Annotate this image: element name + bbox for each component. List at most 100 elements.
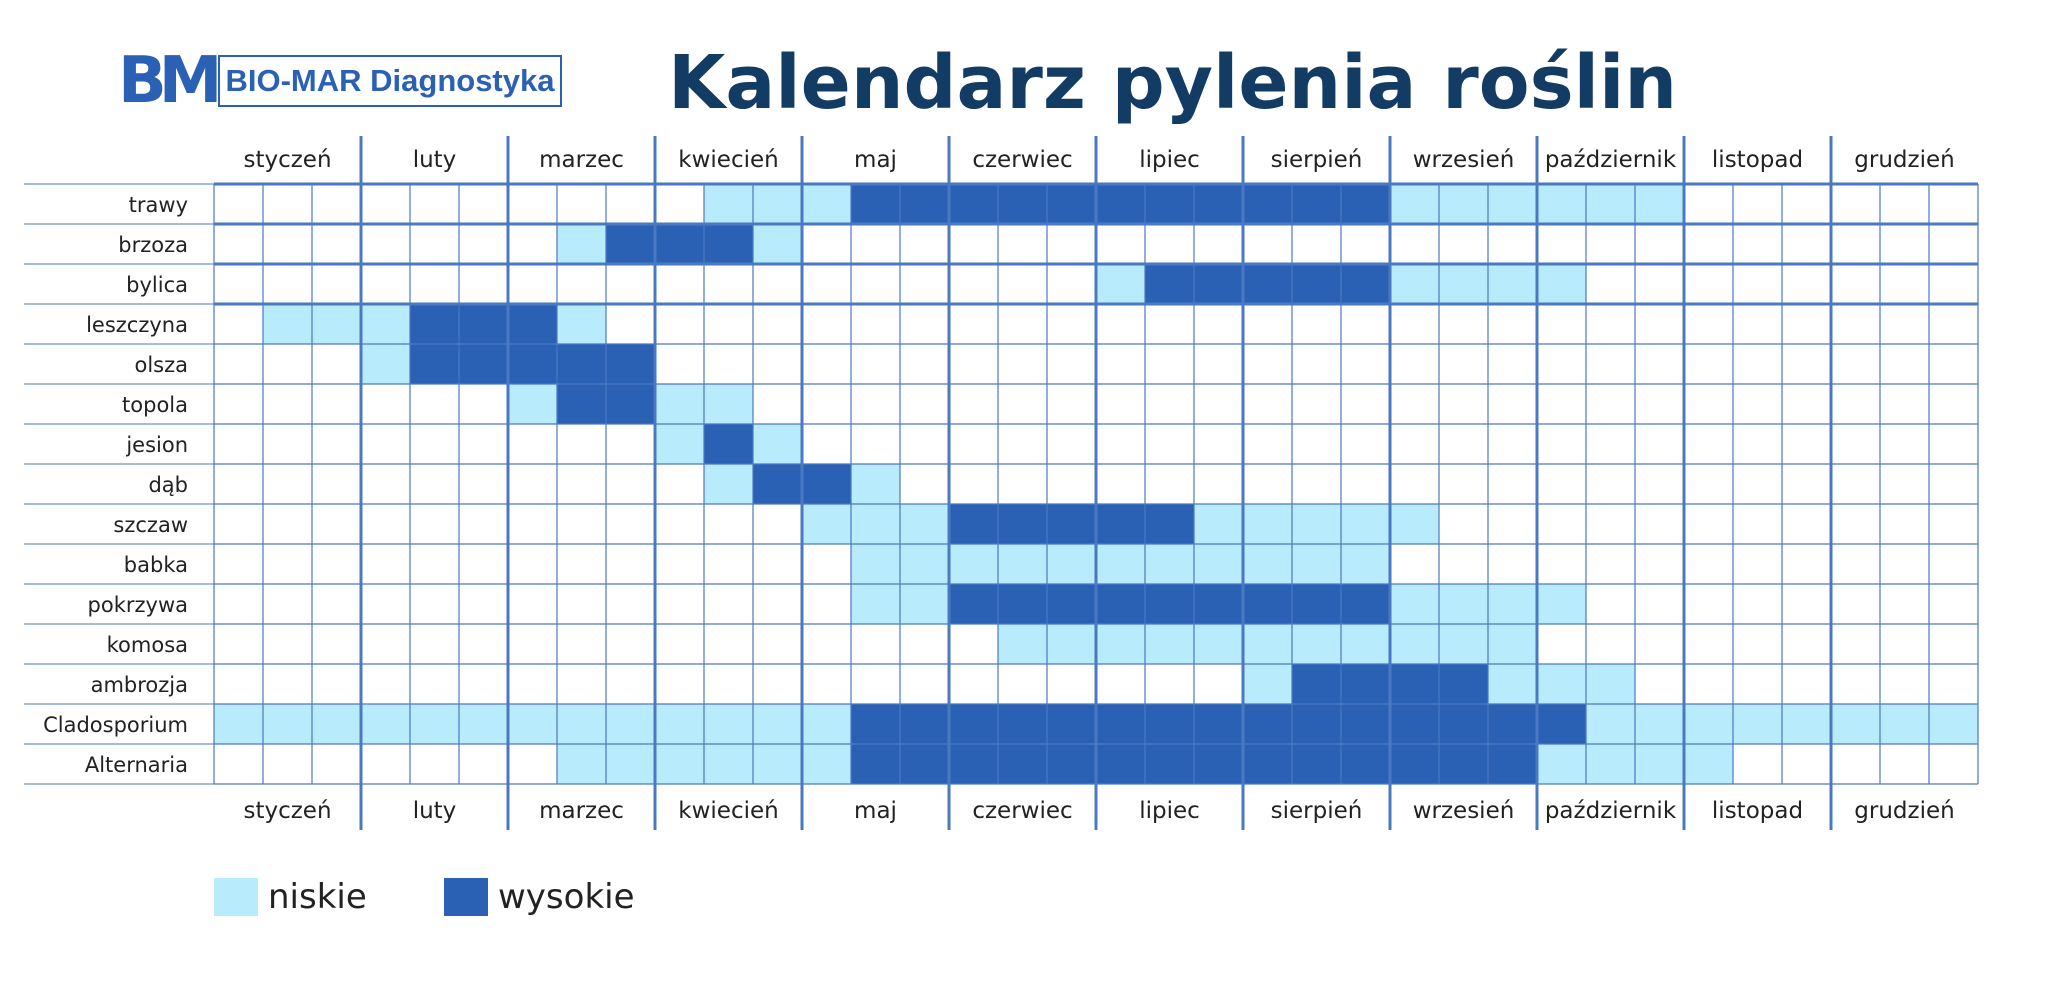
cell-high xyxy=(1390,664,1439,704)
month-label-top: czerwiec xyxy=(972,147,1072,173)
logo-mark: BM xyxy=(118,44,222,118)
cell-low xyxy=(1390,584,1439,624)
month-label-top: marzec xyxy=(539,147,624,173)
cell-low xyxy=(557,704,606,744)
cell-low xyxy=(1537,664,1586,704)
cell-high xyxy=(1145,584,1194,624)
cell-high xyxy=(1096,184,1145,224)
cell-low xyxy=(1488,584,1537,624)
cell-low xyxy=(851,584,900,624)
cell-low xyxy=(557,304,606,344)
logo: BM BIO-MAR Diagnostyka xyxy=(118,44,562,118)
cell-high xyxy=(1341,704,1390,744)
cell-low xyxy=(1880,704,1929,744)
cell-high xyxy=(998,184,1047,224)
cell-high xyxy=(1047,184,1096,224)
row-label: ambrozja xyxy=(91,673,188,697)
cell-high xyxy=(949,744,998,784)
month-label-bottom: marzec xyxy=(539,798,624,824)
cell-high xyxy=(606,384,655,424)
cell-low xyxy=(1635,744,1684,784)
cell-high xyxy=(1243,184,1292,224)
row-label: Alternaria xyxy=(85,753,188,777)
cell-low xyxy=(1537,184,1586,224)
cell-high xyxy=(998,504,1047,544)
cell-low xyxy=(704,704,753,744)
cell-high xyxy=(851,184,900,224)
month-label-bottom: sierpień xyxy=(1271,798,1363,824)
cell-low xyxy=(1047,544,1096,584)
cell-high xyxy=(753,464,802,504)
cell-low xyxy=(1488,664,1537,704)
cell-high xyxy=(1243,584,1292,624)
cell-low xyxy=(1439,624,1488,664)
cell-high xyxy=(1047,504,1096,544)
cell-high xyxy=(1194,744,1243,784)
month-label-top: maj xyxy=(854,147,897,173)
month-label-top: grudzień xyxy=(1854,147,1954,173)
cell-high xyxy=(1194,704,1243,744)
row-label: jesion xyxy=(125,433,188,457)
cell-high xyxy=(410,304,459,344)
cell-low xyxy=(557,224,606,264)
month-label-top: październik xyxy=(1545,147,1677,173)
cell-low xyxy=(1243,504,1292,544)
cell-low xyxy=(263,304,312,344)
cell-low xyxy=(606,704,655,744)
cell-high xyxy=(998,704,1047,744)
cell-high xyxy=(949,704,998,744)
cell-low xyxy=(753,184,802,224)
cell-low xyxy=(1488,624,1537,664)
cell-low xyxy=(1390,184,1439,224)
row-label: olsza xyxy=(134,353,188,377)
cell-low xyxy=(361,304,410,344)
legend-label-low: niskie xyxy=(268,877,367,917)
month-label-top: wrzesień xyxy=(1413,147,1515,173)
cell-high xyxy=(1096,584,1145,624)
cell-low xyxy=(949,544,998,584)
row-label: topola xyxy=(122,393,188,417)
cell-low xyxy=(361,344,410,384)
legend-swatch-high xyxy=(444,878,488,916)
cell-low xyxy=(900,584,949,624)
legend-label-high: wysokie xyxy=(498,877,635,917)
cell-low xyxy=(1243,544,1292,584)
cell-high xyxy=(1047,704,1096,744)
cell-high xyxy=(655,224,704,264)
cell-low xyxy=(655,424,704,464)
cell-low xyxy=(1390,504,1439,544)
cell-high xyxy=(1145,704,1194,744)
cell-high xyxy=(1439,664,1488,704)
cell-high xyxy=(1341,184,1390,224)
cell-low xyxy=(704,744,753,784)
cell-low xyxy=(753,704,802,744)
cell-low xyxy=(1243,624,1292,664)
cell-low xyxy=(1635,704,1684,744)
cell-low xyxy=(1341,544,1390,584)
cell-high xyxy=(606,344,655,384)
cell-high xyxy=(802,464,851,504)
cell-high xyxy=(557,384,606,424)
cell-low xyxy=(851,544,900,584)
cell-low xyxy=(606,744,655,784)
cell-low xyxy=(1537,264,1586,304)
cell-low xyxy=(1782,704,1831,744)
cell-high xyxy=(557,344,606,384)
cell-low xyxy=(998,624,1047,664)
cell-high xyxy=(1145,744,1194,784)
cell-low xyxy=(1341,624,1390,664)
month-label-bottom: luty xyxy=(413,798,457,824)
cell-low xyxy=(1488,264,1537,304)
row-label: trawy xyxy=(129,193,188,217)
cell-high xyxy=(1096,704,1145,744)
cell-low xyxy=(900,544,949,584)
cell-low xyxy=(361,704,410,744)
chart-title: Kalendarz pylenia roślin xyxy=(668,40,1678,126)
cell-high xyxy=(1292,744,1341,784)
cell-low xyxy=(1243,664,1292,704)
cell-high xyxy=(1390,744,1439,784)
cell-low xyxy=(1439,184,1488,224)
month-label-bottom: grudzień xyxy=(1854,798,1954,824)
month-label-bottom: czerwiec xyxy=(972,798,1072,824)
